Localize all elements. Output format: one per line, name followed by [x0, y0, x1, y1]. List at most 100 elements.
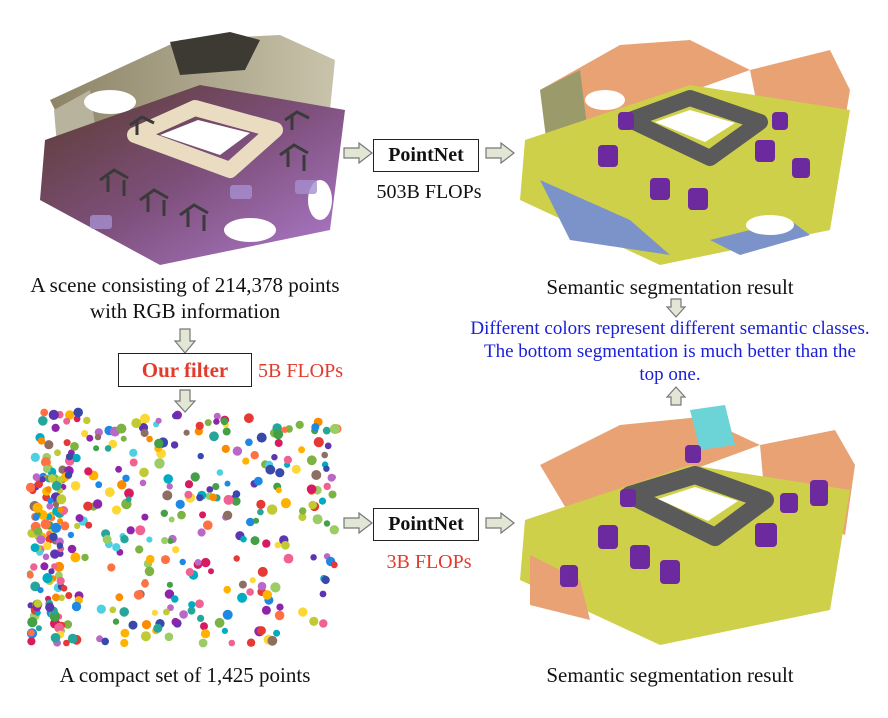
point-dot	[172, 412, 179, 420]
point-dot	[246, 517, 255, 527]
arrow-right-icon	[343, 512, 373, 534]
point-dot	[44, 440, 54, 450]
point-dot	[245, 438, 253, 447]
point-dot	[48, 568, 55, 575]
point-dot	[322, 426, 331, 435]
flops-bottom: 3B FLOPs	[386, 551, 472, 573]
point-dot	[140, 413, 150, 424]
point-dot	[161, 537, 169, 545]
point-dot	[30, 581, 41, 592]
point-dot	[108, 439, 118, 449]
point-dot	[184, 480, 194, 489]
point-dot	[120, 535, 129, 544]
point-dot	[26, 571, 34, 579]
point-dot	[295, 420, 304, 429]
point-dot	[257, 508, 264, 516]
point-dot	[63, 439, 71, 447]
point-dot	[50, 633, 61, 643]
point-dot	[197, 452, 204, 460]
arrow-right-icon	[485, 512, 515, 534]
point-dot	[204, 419, 212, 427]
point-dot	[283, 553, 294, 564]
point-dot	[63, 639, 70, 647]
point-dot	[81, 553, 89, 562]
point-dot	[126, 526, 135, 535]
point-dot	[321, 451, 329, 459]
point-dot	[164, 632, 174, 642]
point-dot	[179, 610, 188, 619]
point-dot	[125, 496, 132, 503]
point-dot	[135, 525, 146, 536]
point-dot	[209, 431, 219, 442]
point-dot	[187, 606, 196, 615]
point-dot	[133, 590, 144, 600]
point-dot	[324, 442, 332, 450]
point-dot	[146, 536, 153, 543]
point-dot	[102, 535, 112, 544]
point-dot	[318, 497, 327, 505]
point-dot	[270, 582, 281, 593]
point-cloud-dots	[25, 407, 342, 648]
point-dot	[309, 616, 319, 626]
point-dot	[115, 465, 122, 473]
point-dot	[48, 409, 59, 420]
point-dot	[242, 457, 250, 465]
point-dot	[83, 416, 91, 425]
point-dot	[250, 451, 259, 460]
point-dot	[51, 563, 58, 570]
point-dot	[168, 516, 175, 523]
point-dot	[141, 513, 149, 521]
point-dot	[120, 435, 127, 442]
point-dot	[70, 442, 79, 451]
point-dot	[195, 421, 204, 430]
point-dot	[266, 504, 278, 515]
point-dot	[311, 470, 322, 480]
point-dot	[298, 446, 306, 454]
point-dot	[313, 437, 324, 448]
point-dot	[30, 452, 40, 462]
point-dot	[27, 637, 36, 646]
point-dot	[56, 542, 64, 549]
point-dot	[50, 522, 62, 533]
point-dot	[323, 520, 331, 527]
point-dot	[275, 468, 285, 478]
point-dot	[81, 430, 89, 438]
point-dot	[197, 614, 205, 622]
point-dot	[96, 635, 104, 643]
point-dot	[51, 423, 60, 432]
point-dot	[85, 521, 93, 529]
point-dot	[83, 501, 93, 511]
point-dot	[253, 517, 260, 524]
point-dot	[196, 494, 204, 502]
point-dot	[244, 413, 254, 424]
point-dot	[319, 590, 327, 598]
point-dot	[47, 474, 57, 483]
compact-points-image	[20, 405, 350, 650]
point-dot	[57, 506, 64, 513]
point-dot	[167, 538, 174, 544]
point-dot	[198, 638, 208, 648]
point-dot	[112, 543, 121, 552]
point-dot	[112, 618, 120, 625]
point-dot	[299, 507, 307, 515]
point-dot	[65, 410, 75, 420]
point-dot	[122, 474, 130, 482]
point-dot	[71, 601, 82, 612]
point-dot	[232, 446, 243, 456]
point-dot	[250, 536, 260, 546]
point-dot	[216, 469, 224, 476]
caption-segmentation-top: Semantic segmentation result	[546, 275, 794, 299]
point-dot	[115, 593, 124, 602]
point-dot	[42, 553, 50, 561]
point-dot	[163, 474, 173, 484]
point-dot	[200, 622, 208, 631]
point-dot	[273, 429, 284, 440]
point-dot	[52, 501, 60, 508]
point-dot	[271, 454, 278, 461]
point-dot	[214, 617, 225, 628]
point-dot	[323, 465, 330, 472]
point-dot	[75, 514, 84, 523]
point-dot	[33, 527, 43, 536]
pointnet-box-bottom: PointNet	[373, 508, 479, 541]
point-dot	[40, 519, 51, 530]
